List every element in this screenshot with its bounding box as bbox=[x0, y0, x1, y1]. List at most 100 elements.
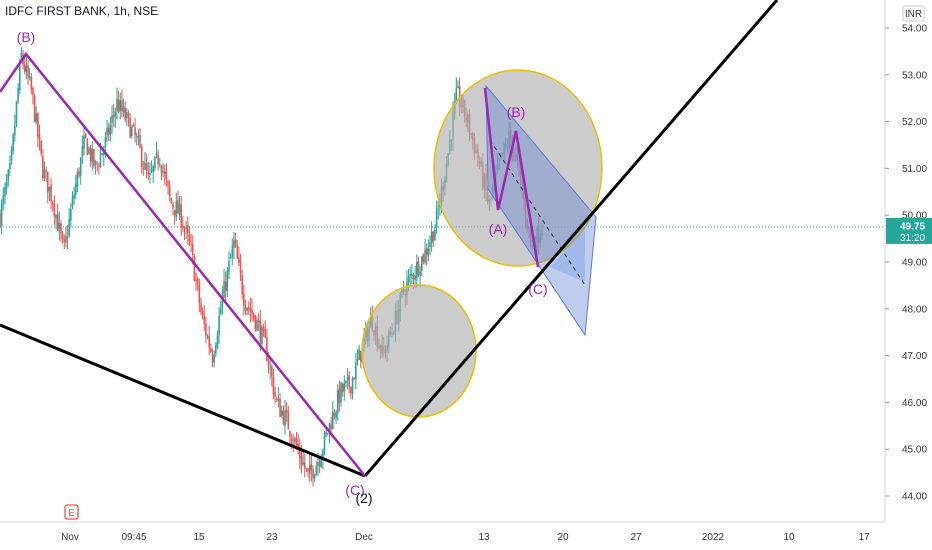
candle-body bbox=[104, 136, 107, 148]
candle-body bbox=[243, 293, 245, 306]
candle-body bbox=[167, 180, 169, 186]
y-tick-label: 45.00 bbox=[902, 445, 927, 456]
candle-body bbox=[132, 125, 135, 127]
candle-body bbox=[142, 168, 145, 170]
candle-body bbox=[292, 442, 295, 444]
candle-body bbox=[144, 162, 146, 170]
candle-body bbox=[188, 234, 191, 243]
candle-body bbox=[68, 218, 70, 236]
candle-body bbox=[415, 262, 418, 279]
candle-body bbox=[109, 124, 112, 134]
candle-body bbox=[91, 149, 94, 162]
candle-body bbox=[430, 231, 433, 244]
candle-body bbox=[295, 438, 298, 446]
candle-body bbox=[317, 462, 319, 467]
y-tick-label: 51.00 bbox=[902, 164, 927, 175]
candle-body bbox=[239, 260, 242, 274]
wave-label: (2) bbox=[355, 490, 372, 506]
candle-body bbox=[30, 77, 33, 90]
candle-body bbox=[71, 196, 74, 207]
candle-body bbox=[330, 424, 332, 430]
x-axis: Nov 09:45 15 23 Dec 13 20 27 2022 10 17 bbox=[0, 521, 885, 543]
wave-line bbox=[483, 87, 540, 268]
candle-body bbox=[419, 271, 421, 277]
candle-body bbox=[236, 245, 239, 259]
candle-body bbox=[251, 309, 253, 314]
candle-body bbox=[117, 99, 120, 113]
candle-body bbox=[119, 100, 122, 111]
candle-body bbox=[114, 111, 117, 118]
candle-body bbox=[0, 213, 1, 226]
candle-body bbox=[134, 127, 136, 136]
candle-body bbox=[435, 210, 438, 228]
candle-body bbox=[264, 329, 267, 338]
candle-body bbox=[165, 171, 168, 180]
projection-area bbox=[550, 230, 585, 282]
candle-body bbox=[219, 308, 222, 315]
candle-body bbox=[172, 203, 174, 209]
candle-body bbox=[101, 153, 103, 156]
candle-body bbox=[137, 136, 140, 138]
candle-body bbox=[14, 125, 16, 136]
candle-body bbox=[407, 276, 410, 283]
candle-body bbox=[417, 261, 420, 275]
candle-body bbox=[437, 208, 440, 210]
candle-body bbox=[180, 204, 183, 227]
candle-body bbox=[45, 170, 47, 172]
candle-body bbox=[106, 127, 108, 136]
candle-body bbox=[89, 147, 92, 162]
candle-body bbox=[297, 443, 299, 450]
candle-body bbox=[303, 462, 306, 469]
candle-body bbox=[135, 136, 138, 138]
wave-label: (C) bbox=[528, 281, 547, 297]
candle-body bbox=[318, 462, 321, 466]
y-tick-label: 48.00 bbox=[902, 304, 927, 315]
candle-body bbox=[88, 148, 90, 154]
candle-body bbox=[195, 279, 197, 281]
candle-body bbox=[335, 411, 337, 419]
candle-body bbox=[267, 361, 270, 366]
x-tick-label: 27 bbox=[630, 532, 642, 543]
candle-body bbox=[216, 335, 219, 347]
candle-body bbox=[96, 163, 98, 165]
candle-body bbox=[279, 399, 281, 417]
candle-body bbox=[285, 409, 288, 413]
candle-body bbox=[331, 411, 334, 429]
candle-body bbox=[315, 465, 318, 476]
candle-body bbox=[27, 65, 29, 78]
y-tick-label: 52.00 bbox=[902, 117, 927, 128]
candle-body bbox=[185, 226, 187, 229]
candle-body bbox=[312, 469, 314, 479]
candle-body bbox=[246, 308, 248, 311]
candle-body bbox=[322, 450, 324, 459]
candle-body bbox=[139, 135, 141, 148]
x-tick-label: 15 bbox=[193, 532, 205, 543]
candle-body bbox=[226, 269, 229, 291]
candle-body bbox=[112, 115, 115, 117]
x-tick-label: Nov bbox=[61, 532, 79, 543]
candle-body bbox=[111, 115, 113, 123]
candle-body bbox=[74, 183, 77, 195]
candle-body bbox=[70, 209, 72, 221]
candle-body bbox=[149, 172, 151, 175]
y-tick-label: 50.00 bbox=[902, 211, 927, 222]
candle-body bbox=[323, 432, 326, 451]
candle-body bbox=[252, 313, 255, 318]
x-tick-label: 09:45 bbox=[121, 532, 146, 543]
candle-body bbox=[213, 354, 215, 363]
highlight-ellipse bbox=[361, 284, 477, 418]
candle-body bbox=[196, 278, 199, 285]
candle-body bbox=[333, 413, 336, 416]
candle-body bbox=[150, 170, 153, 172]
candle-body bbox=[20, 53, 23, 62]
candle-body bbox=[193, 256, 196, 282]
candle-body bbox=[244, 306, 247, 310]
candle-body bbox=[223, 280, 225, 298]
candle-body bbox=[206, 336, 209, 338]
candle-body bbox=[266, 337, 268, 361]
candle-body bbox=[345, 380, 347, 383]
y-tick-label: 54.00 bbox=[902, 24, 927, 35]
candle-body bbox=[38, 134, 41, 140]
candle-body bbox=[271, 366, 273, 377]
